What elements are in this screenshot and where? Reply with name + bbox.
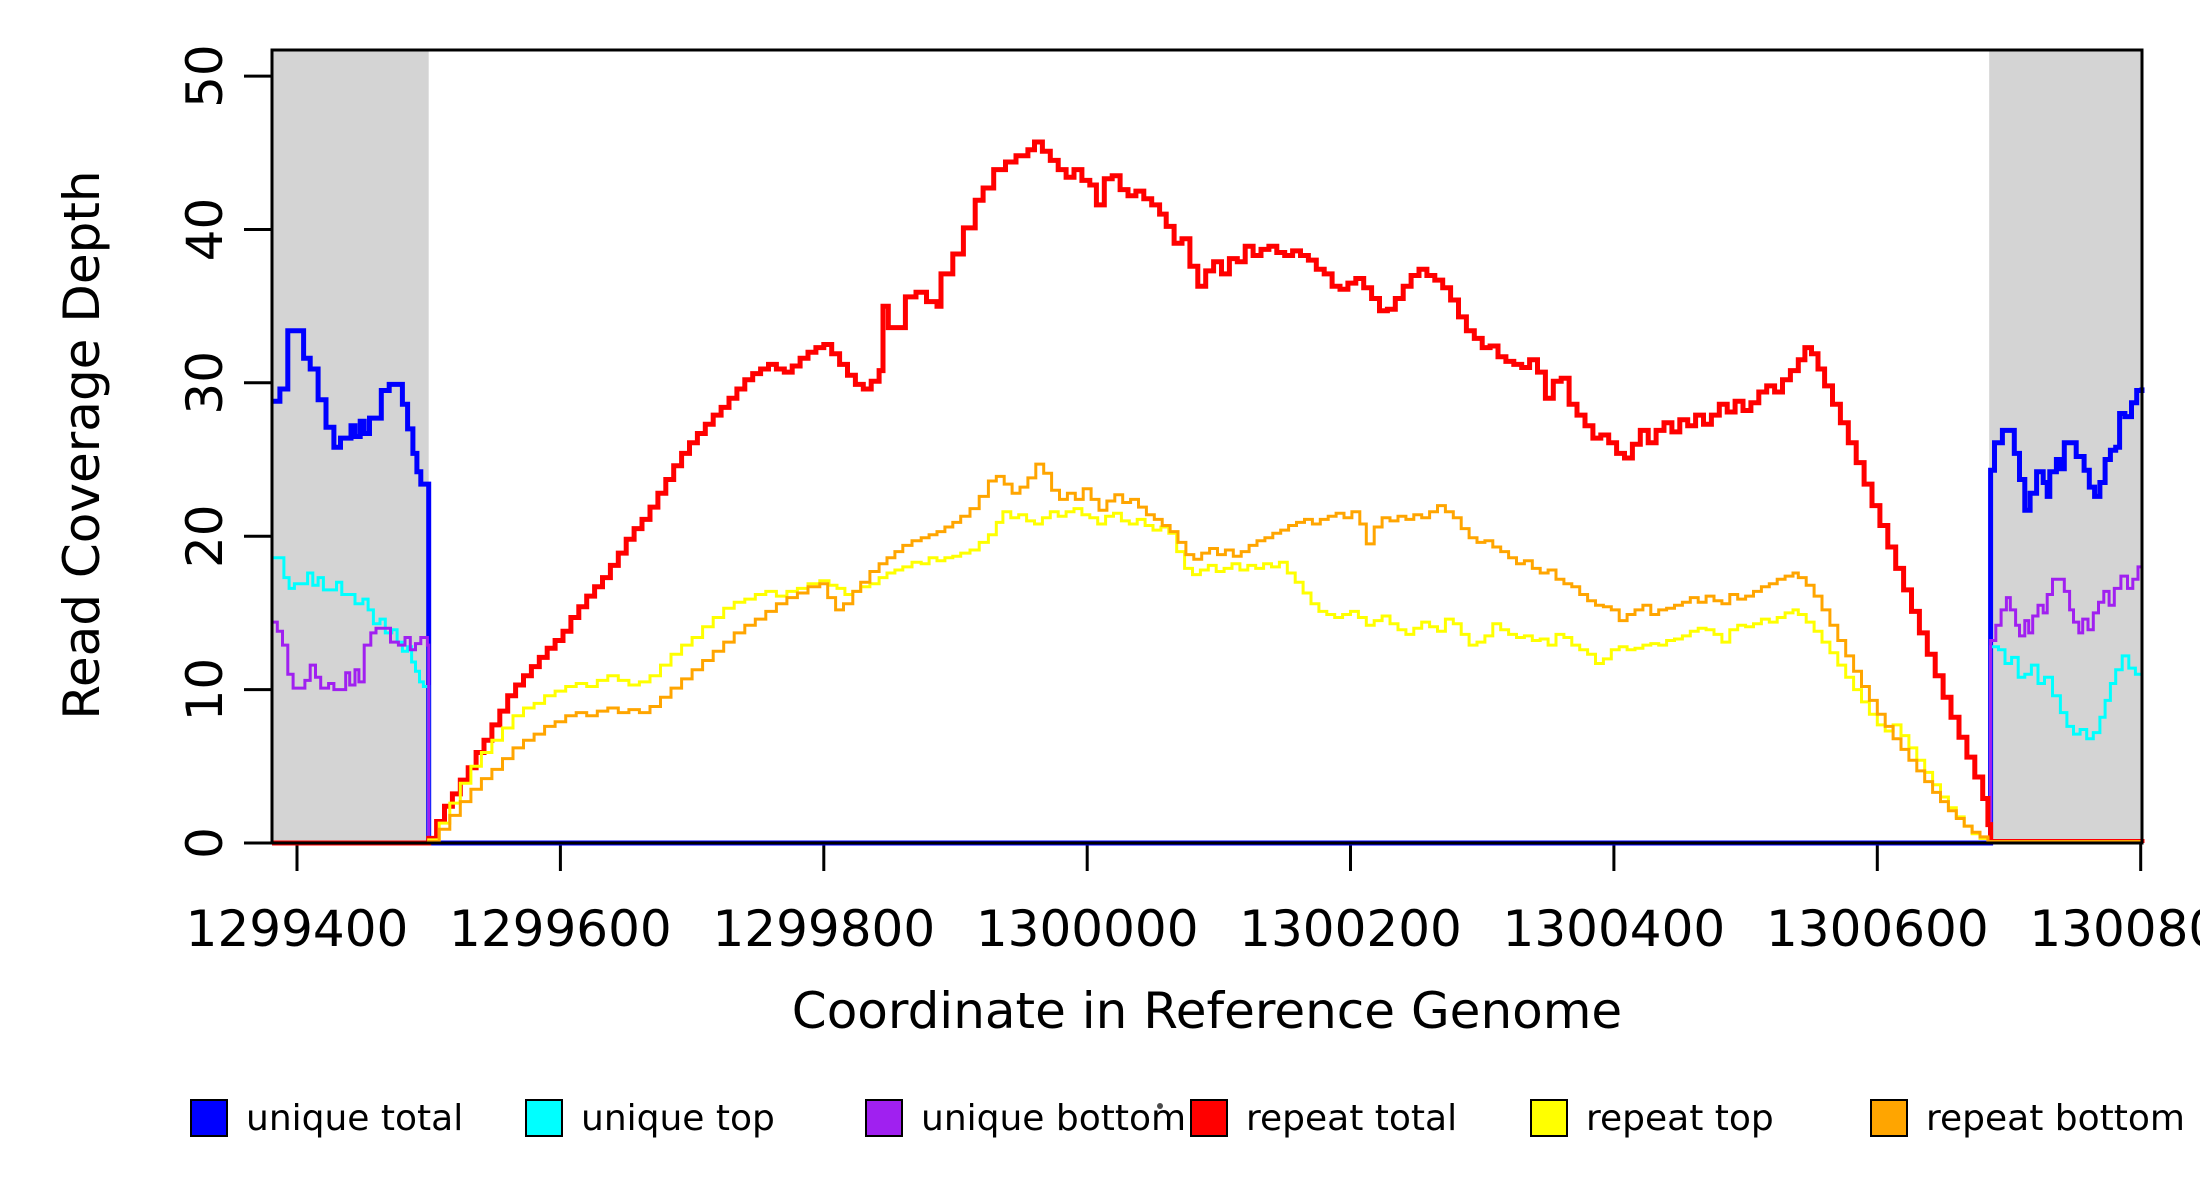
y-tick-label: 40 xyxy=(176,198,234,262)
unique-region-shading-left xyxy=(272,50,429,843)
x-axis-title: Coordinate in Reference Genome xyxy=(791,982,1623,1040)
x-tick-label: 1300600 xyxy=(1766,900,1989,958)
y-tick-label: 30 xyxy=(176,351,234,415)
y-tick-label: 50 xyxy=(176,44,234,108)
series-path-unique-total xyxy=(272,328,2145,846)
y-axis-title: Read Coverage Depth xyxy=(53,170,111,720)
series-path-repeat-total xyxy=(272,139,2145,846)
x-tick-label: 1300000 xyxy=(976,900,1199,958)
y-tick-label: 0 xyxy=(176,827,234,859)
x-tick-label: 1300800 xyxy=(2029,900,2200,958)
series-path-unique-top xyxy=(272,556,2144,845)
x-tick-label: 1299600 xyxy=(449,900,672,958)
y-tick-label: 10 xyxy=(176,658,234,722)
x-tick-label: 1300400 xyxy=(1503,900,1726,958)
series-path-unique-bottom xyxy=(272,565,2142,845)
series-path-repeat-top xyxy=(272,507,2144,845)
x-tick-label: 1299800 xyxy=(712,900,935,958)
x-tick-label: 1300200 xyxy=(1239,900,1462,958)
x-tick-label: 1299400 xyxy=(186,900,409,958)
plot-frame xyxy=(270,48,2144,845)
y-tick-label: 20 xyxy=(176,504,234,568)
series-path-repeat-bottom xyxy=(272,462,2144,845)
